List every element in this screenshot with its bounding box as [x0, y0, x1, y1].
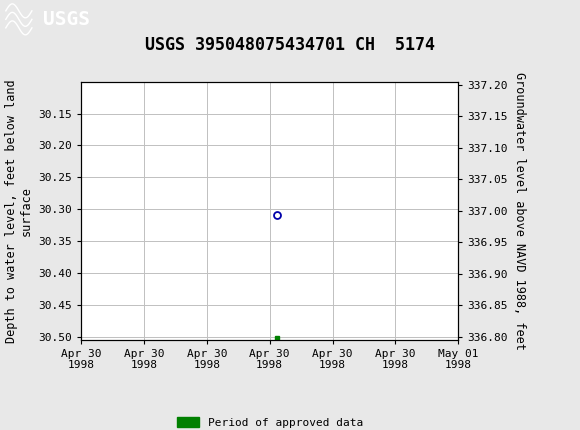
Text: USGS: USGS	[44, 10, 90, 29]
Legend: Period of approved data: Period of approved data	[172, 413, 367, 430]
Text: USGS 395048075434701 CH  5174: USGS 395048075434701 CH 5174	[145, 36, 435, 54]
Y-axis label: Depth to water level, feet below land
surface: Depth to water level, feet below land su…	[5, 79, 33, 343]
Y-axis label: Groundwater level above NAVD 1988, feet: Groundwater level above NAVD 1988, feet	[513, 72, 526, 350]
